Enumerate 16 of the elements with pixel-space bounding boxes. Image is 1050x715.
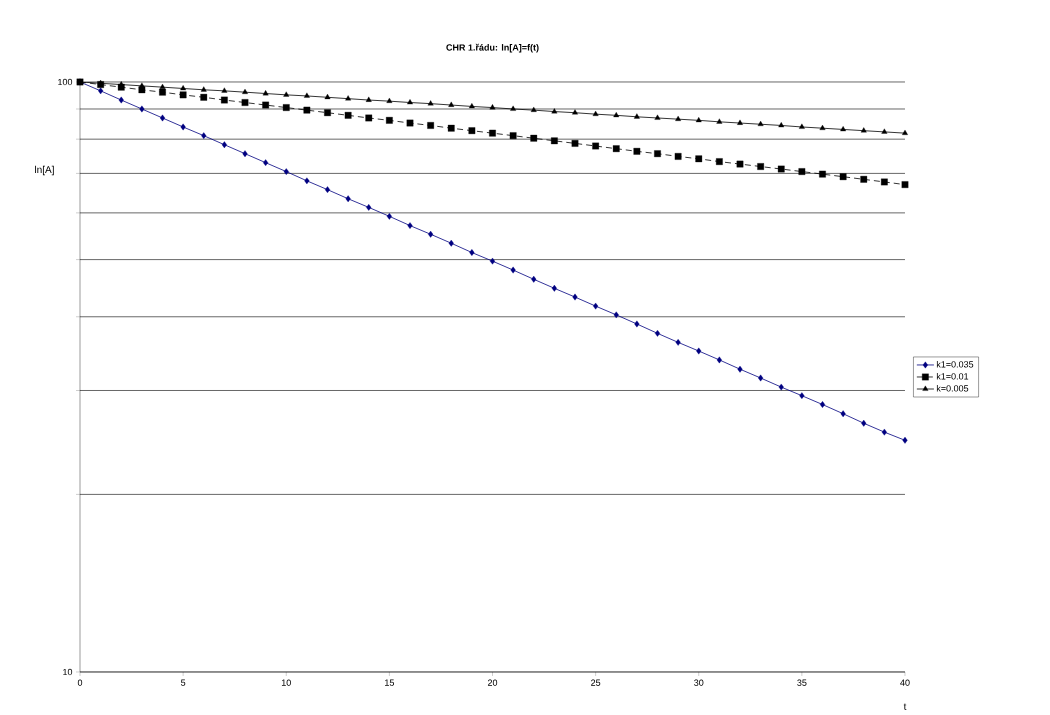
- x-tick-label: 40: [900, 679, 910, 686]
- chart-title: CHR 1.řádu: ln[A]=f(t): [446, 43, 539, 53]
- legend-label: k1=0.01: [936, 372, 969, 380]
- x-tick-label: 30: [694, 679, 704, 686]
- x-tick-label: 15: [385, 679, 394, 686]
- x-tick-label: 10: [281, 679, 291, 686]
- x-tick-label: 20: [487, 679, 498, 686]
- x-tick-label: 5: [180, 679, 186, 686]
- x-axis-title: t: [903, 703, 907, 711]
- y-axis-title: ln[A]: [35, 165, 54, 176]
- x-tick-label: 35: [797, 679, 807, 686]
- legend-label: k1=0.035: [936, 360, 974, 368]
- x-tick-label: 25: [591, 679, 601, 686]
- legend-label: k=0.005: [936, 384, 969, 392]
- x-tick-label: 0: [77, 679, 83, 686]
- y-tick-label: 100: [58, 78, 73, 86]
